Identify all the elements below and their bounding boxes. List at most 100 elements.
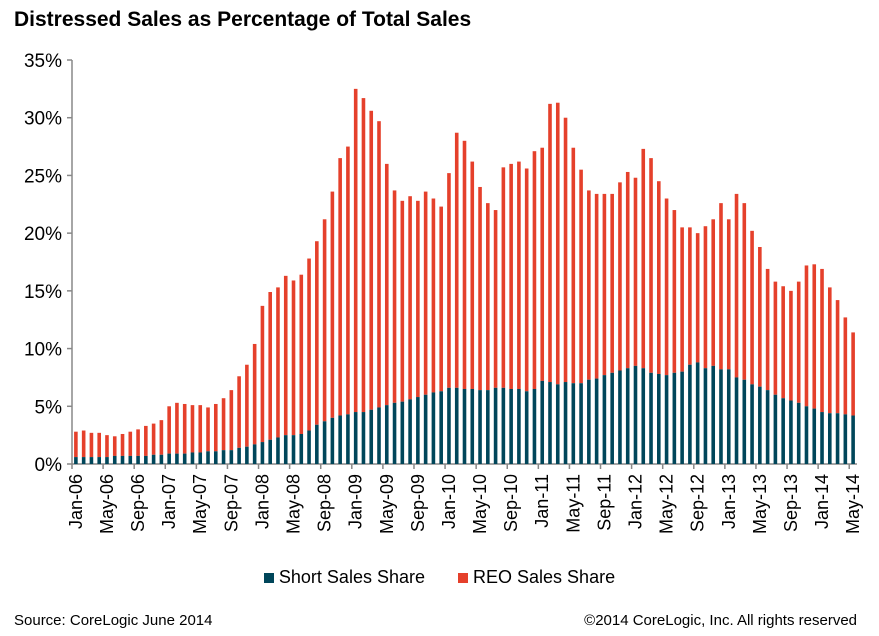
bar-reo-sales [672,210,677,373]
bar-reo-sales [283,275,288,436]
bar-reo-sales [307,258,311,431]
bar-reo-sales [843,317,848,415]
bar-reo-sales [361,98,366,413]
bar-reo-sales [89,432,94,458]
bar-short-sales [283,435,288,464]
copyright-note: ©2014 CoreLogic, Inc. All rights reserve… [584,612,857,629]
bar-short-sales [128,455,133,464]
bar-reo-sales [128,431,133,456]
bar-reo-sales [384,163,389,406]
bar-short-sales [384,405,389,464]
bar-short-sales [408,399,412,464]
bar-reo-sales [750,230,754,385]
bar-reo-sales [416,200,420,398]
bar-short-sales [773,394,778,464]
bar-short-sales [750,384,754,464]
bar-reo-sales [447,173,451,388]
bar-reo-sales [765,268,770,391]
bar-short-sales [159,454,164,464]
bar-reo-sales [470,161,475,389]
x-tick-label: Sep-13 [781,474,801,532]
bar-reo-sales [74,431,78,458]
source-note: Source: CoreLogic June 2014 [14,612,213,629]
bar-reo-sales [105,435,109,458]
legend-swatch-short [263,573,274,583]
bar-reo-sales [97,432,102,458]
bar-reo-sales [563,117,568,383]
bar-reo-sales [571,147,576,384]
bar-short-sales [672,372,677,464]
bar-reo-sales [346,146,350,415]
bar-reo-sales [486,203,490,391]
bar-reo-sales [657,181,661,374]
bar-reo-sales [190,405,195,453]
bar-short-sales [229,450,234,464]
bar-reo-sales [454,132,459,388]
bar-reo-sales [229,390,234,451]
bar-short-sales [835,413,840,464]
bar-short-sales [89,457,94,464]
x-tick-label: May-10 [470,474,490,534]
x-tick-label: Sep-07 [221,474,241,532]
bar-reo-sales [587,190,591,380]
bar-short-sales [633,365,638,464]
x-tick-label: Jan-12 [625,474,645,529]
bar-short-sales [237,447,241,464]
bar-short-sales [726,369,731,464]
bar-reo-sales [493,210,498,388]
x-tick-label: Jan-07 [159,474,179,529]
x-tick-label: May-07 [190,474,210,534]
bar-reo-sales [641,148,646,369]
bar-reo-sales [517,161,521,389]
bar-reo-sales [159,420,164,455]
bar-reo-sales [719,203,723,370]
bar-reo-sales [260,305,265,443]
bar-short-sales [400,401,405,464]
bar-short-sales [820,412,824,464]
bar-short-sales [540,380,545,464]
bar-chart: 0% 5% 10% 15% 20% 25% 30% 35% Jan-06 May-06 Sep-06… [24,51,863,534]
bar-short-sales [454,387,459,464]
bar-short-sales [719,369,723,464]
bar-short-sales [423,394,428,464]
bar-short-sales [579,383,583,464]
bar-reo-sales [198,405,203,453]
bar-short-sales [221,450,226,464]
bar-short-sales [742,379,747,464]
bar-short-sales [664,375,669,464]
y-tick-label: 35% [24,51,62,72]
bar-short-sales [120,455,125,464]
bar-short-sales [462,388,467,464]
bar-reo-sales [524,168,529,392]
bar-short-sales [315,424,319,464]
bar-reo-sales [680,227,684,372]
bar-short-sales [97,457,102,464]
bar-short-sales [431,392,436,464]
bar-reo-sales [377,121,381,408]
bar-short-sales [851,415,855,464]
y-tick-label: 25% [24,166,62,187]
bar-reo-sales [610,193,614,373]
bar-reo-sales [175,402,179,454]
bar-short-sales [571,383,576,464]
bar-short-sales [190,452,195,464]
bar-reo-sales [664,198,669,376]
bar-short-sales [486,390,490,464]
bar-short-sales [439,391,443,464]
x-tick-label: Sep-06 [128,474,148,532]
bar-short-sales [182,453,187,464]
x-tick-label: May-13 [750,474,770,534]
bar-reo-sales [602,193,607,376]
bar-reo-sales [252,343,257,445]
bar-short-sales [252,444,257,464]
bar-short-sales [377,407,381,464]
bar-short-sales [81,457,86,464]
bar-short-sales [213,451,218,464]
bar-short-sales [268,439,272,464]
bar-short-sales [524,391,529,464]
legend-label-short: Short Sales Share [278,567,425,587]
bar-reo-sales [695,233,700,363]
bar-reo-sales [649,158,653,373]
bar-short-sales [353,412,358,464]
bar-short-sales [322,421,327,464]
